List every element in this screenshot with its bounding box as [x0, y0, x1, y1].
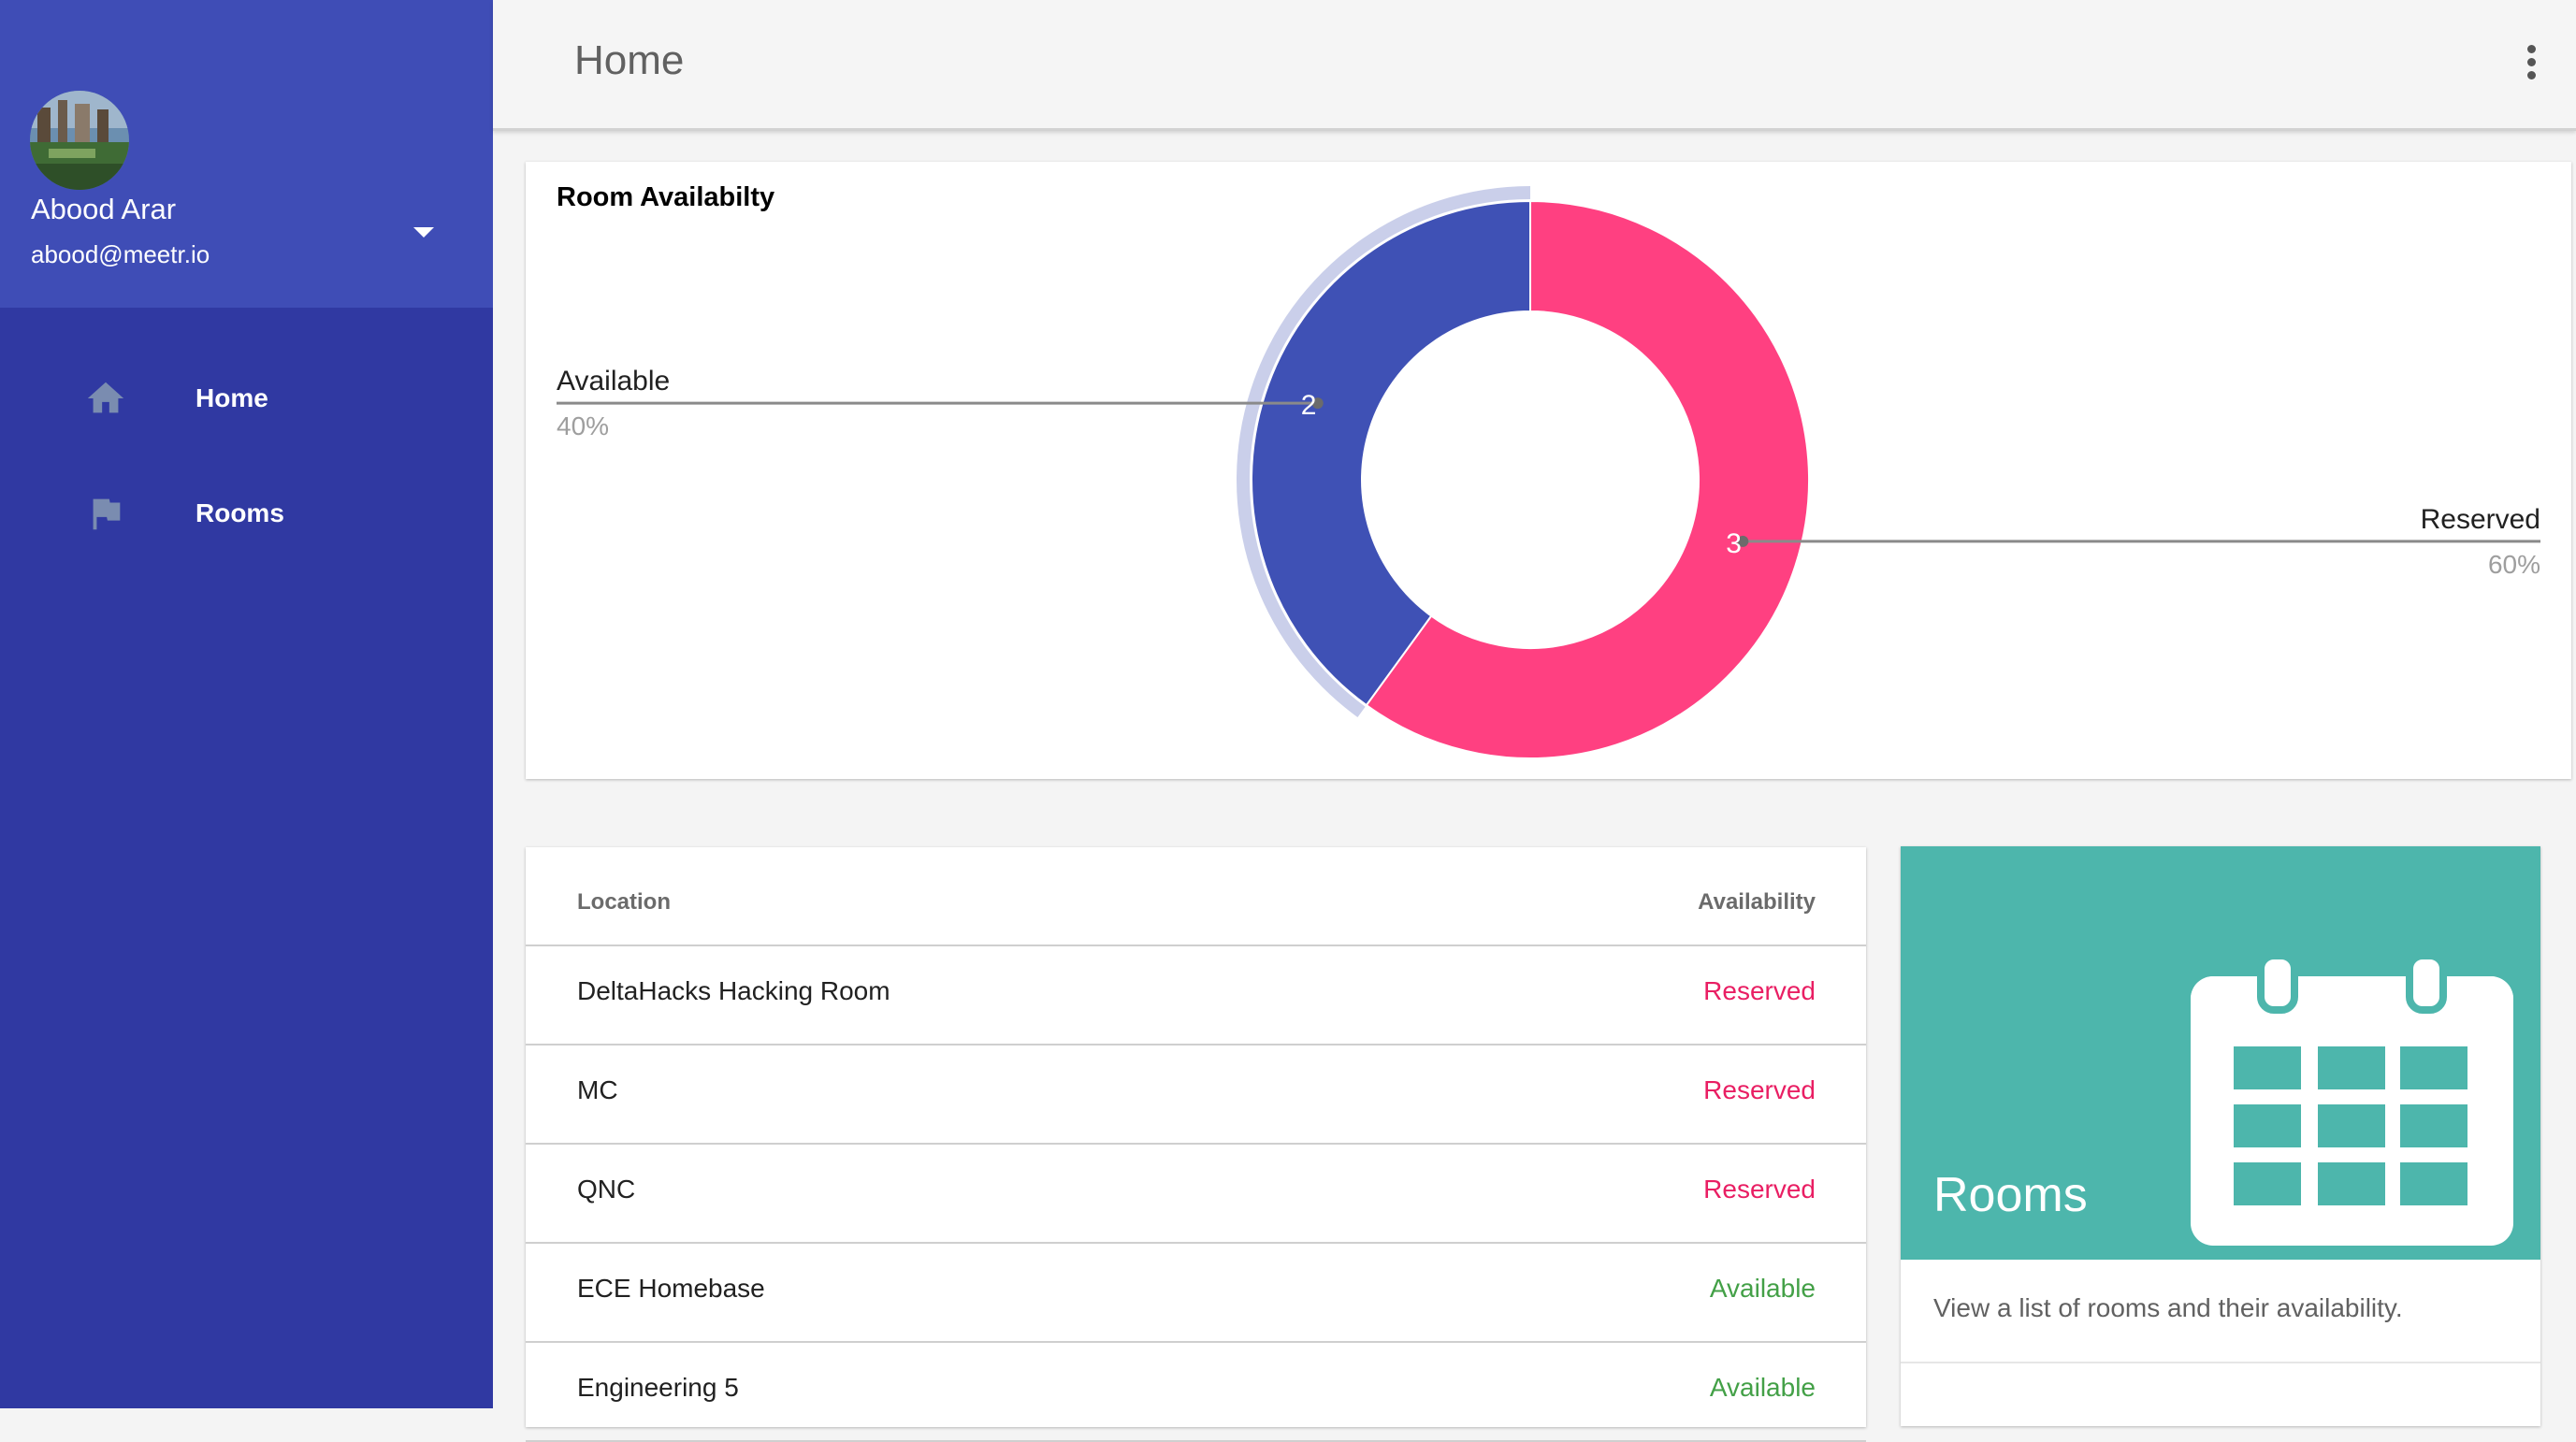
callout-percent-reserved: 60%: [2488, 550, 2540, 579]
donut-chart: 2 Available 40% 3 Reserved 60%: [557, 186, 2540, 759]
table-header: Location Availability: [526, 847, 1866, 946]
sidebar-item-label: Home: [195, 383, 268, 412]
donut-slice-reserved: [1365, 199, 1810, 759]
page-title: Home: [574, 37, 685, 83]
sidebar-item-label: Rooms: [195, 498, 284, 527]
account-dropdown-icon[interactable]: [406, 221, 440, 245]
chart-title: Room Availabilty: [557, 182, 775, 212]
rooms-table: Location Availability DeltaHacks Hacking…: [526, 847, 1866, 1442]
more-vert-icon[interactable]: [2514, 39, 2548, 86]
rooms-card-description: View a list of rooms and their availabil…: [1933, 1293, 2403, 1322]
slice-value-label: 3: [1726, 528, 1742, 559]
availability-cell: Available: [1709, 1373, 1816, 1402]
top-app-bar: Home: [493, 0, 2576, 131]
callout-percent-available: 40%: [557, 411, 609, 440]
table-row[interactable]: Engineering 5 Available: [526, 1343, 1866, 1442]
callout-label-available: Available: [557, 366, 670, 397]
location-cell: ECE Homebase: [577, 1274, 765, 1303]
availability-cell: Available: [1709, 1274, 1816, 1303]
donut-slice-available: [1251, 199, 1531, 707]
table-row[interactable]: DeltaHacks Hacking Room Reserved: [526, 946, 1866, 1045]
location-cell: QNC: [577, 1175, 636, 1204]
slice-value-label: 2: [1301, 390, 1317, 421]
user-email: abood@meetr.io: [31, 240, 210, 268]
location-cell: MC: [577, 1075, 618, 1104]
profile-header: Abood Arar abood@meetr.io: [0, 0, 493, 308]
room-availability-card: Room Availabilty 2 Available 40% 3 Reserved 6…: [526, 162, 2571, 779]
column-header-location[interactable]: Location: [577, 889, 671, 915]
sidebar: Abood Arar abood@meetr.io Home Rooms: [0, 0, 493, 1408]
callout-dot: [1311, 397, 1324, 410]
calendar-icon: [2191, 956, 2513, 1246]
availability-cell: Reserved: [1703, 1075, 1816, 1104]
avatar[interactable]: [30, 91, 129, 190]
home-icon: [84, 377, 127, 420]
callout-dot: [1737, 535, 1749, 547]
column-header-availability[interactable]: Availability: [1698, 889, 1816, 915]
table-row[interactable]: QNC Reserved: [526, 1145, 1866, 1244]
sidebar-item-home[interactable]: Home: [0, 356, 493, 440]
availability-cell: Reserved: [1703, 1175, 1816, 1204]
rooms-card-banner: Rooms: [1901, 846, 2540, 1260]
rooms-card[interactable]: Rooms View a list of rooms and their ava…: [1901, 846, 2540, 1426]
sidebar-item-rooms[interactable]: Rooms: [0, 471, 493, 555]
user-name: Abood Arar: [31, 193, 177, 225]
availability-cell: Reserved: [1703, 976, 1816, 1005]
location-cell: DeltaHacks Hacking Room: [577, 976, 890, 1005]
callout-label-reserved: Reserved: [2421, 504, 2540, 535]
rooms-card-title: Rooms: [1933, 1168, 2088, 1222]
flag-icon: [84, 492, 127, 535]
table-row[interactable]: MC Reserved: [526, 1045, 1866, 1145]
divider: [1901, 1362, 2540, 1363]
table-row[interactable]: ECE Homebase Available: [526, 1244, 1866, 1343]
location-cell: Engineering 5: [577, 1373, 739, 1402]
